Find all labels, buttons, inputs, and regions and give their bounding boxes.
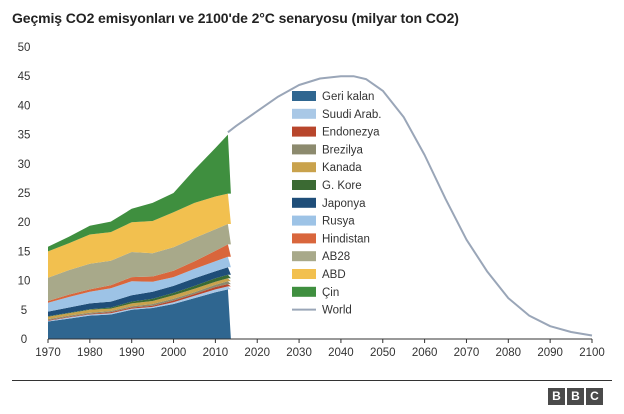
- area-geri-kalan: [48, 289, 231, 339]
- legend-swatch: [292, 286, 316, 297]
- legend-item-kanada: Kanada: [292, 162, 362, 174]
- legend: Geri kalan Suudi Arab. Endonezya Brezilya Ka…: [292, 91, 381, 317]
- x-tick-label: 2040: [328, 347, 354, 359]
- legend-label: Endonezya: [322, 127, 380, 139]
- x-axis-ticks: 1970 1980 1990 2000 2010 2020 2030 2040 2050 2060…: [35, 339, 605, 359]
- area-cin: [48, 134, 231, 252]
- legend-swatch: [292, 233, 316, 244]
- y-tick-label: 35: [18, 130, 31, 142]
- legend-label: Kanada: [322, 162, 362, 174]
- x-tick-label: 2080: [496, 347, 522, 359]
- legend-label: ABD: [322, 269, 346, 281]
- legend-swatch: [292, 162, 316, 173]
- bbc-logo-b2: B: [567, 388, 584, 405]
- y-tick-label: 25: [18, 188, 31, 200]
- legend-item-geri-kalan: Geri kalan: [292, 91, 374, 103]
- legend-swatch: [292, 197, 316, 208]
- legend-label: AB28: [322, 251, 350, 263]
- legend-swatch: [292, 91, 316, 101]
- legend-item-endonezya: Endonezya: [292, 126, 380, 139]
- legend-label: Çin: [322, 287, 339, 299]
- legend-item-brezilya: Brezilya: [292, 144, 364, 156]
- world-line-group: [227, 75, 593, 337]
- x-tick-label: 1980: [77, 347, 103, 359]
- emissions-chart: 0 5 10 15 20 25 30 35 40 45 50 1970 1980 1990 2000 201…: [18, 42, 605, 359]
- legend-swatch: [292, 180, 316, 190]
- legend-swatch: [292, 215, 316, 226]
- y-tick-label: 20: [18, 217, 31, 229]
- area-rusya: [48, 256, 231, 312]
- legend-item-ab28: AB28: [292, 251, 350, 263]
- legend-label: Rusya: [322, 216, 355, 228]
- bbc-logo-b1: B: [548, 388, 565, 405]
- area-kanada: [48, 278, 231, 320]
- x-tick-label: 2090: [537, 347, 563, 359]
- legend-swatch: [292, 144, 316, 155]
- stacked-areas: [48, 134, 231, 339]
- y-axis-ticks: 0 5 10 15 20 25 30 35 40 45 50: [18, 42, 31, 346]
- legend-item-g-kore: G. Kore: [292, 180, 362, 192]
- x-tick-label: 2020: [244, 347, 270, 359]
- legend-swatch: [292, 108, 316, 119]
- legend-swatch: [292, 251, 316, 262]
- legend-item-hindistan: Hindistan: [292, 233, 370, 245]
- y-tick-label: 15: [18, 246, 31, 258]
- legend-label: Brezilya: [322, 144, 364, 156]
- legend-item-abd: ABD: [292, 269, 346, 281]
- legend-swatch: [292, 126, 316, 137]
- y-tick-label: 40: [18, 100, 31, 112]
- x-tick-label: 2060: [412, 347, 438, 359]
- area-brezilya: [48, 281, 231, 321]
- y-tick-label: 5: [21, 305, 27, 317]
- legend-item-cin: Çin: [292, 286, 339, 299]
- area-suudi-arab: [48, 286, 231, 322]
- legend-label: Geri kalan: [322, 91, 374, 103]
- x-tick-label: 2000: [161, 347, 187, 359]
- legend-item-world: World: [292, 305, 352, 317]
- y-tick-label: 10: [18, 276, 31, 288]
- world-line: [227, 75, 593, 337]
- legend-label: Japonya: [322, 198, 366, 210]
- bbc-logo-c: C: [586, 388, 603, 405]
- legend-item-suudi-arab: Suudi Arab.: [292, 108, 381, 121]
- area-ab28: [48, 224, 231, 301]
- x-tick-label: 1970: [35, 347, 61, 359]
- area-japonya: [48, 267, 231, 317]
- x-tick-label: 1990: [119, 347, 145, 359]
- x-tick-label: 2070: [454, 347, 480, 359]
- legend-label: Hindistan: [322, 233, 370, 245]
- x-tick-label: 2010: [203, 347, 229, 359]
- y-tick-label: 50: [18, 42, 31, 54]
- x-tick-label: 2050: [370, 347, 396, 359]
- y-tick-label: 0: [21, 334, 27, 346]
- legend-item-rusya: Rusya: [292, 215, 355, 228]
- legend-label: Suudi Arab.: [322, 109, 381, 121]
- area-hindistan: [48, 244, 231, 303]
- legend-label: World: [322, 305, 352, 317]
- footer-divider: [12, 380, 612, 381]
- legend-label: G. Kore: [322, 180, 362, 192]
- y-tick-label: 45: [18, 71, 31, 83]
- bbc-logo: B B C: [548, 388, 603, 405]
- legend-item-japonya: Japonya: [292, 197, 366, 210]
- legend-swatch: [292, 269, 316, 279]
- y-tick-label: 30: [18, 159, 31, 171]
- x-tick-label: 2100: [579, 347, 605, 359]
- area-abd: [48, 193, 231, 278]
- chart-title: Geçmiş CO2 emisyonları ve 2100'de 2°C se…: [12, 10, 459, 26]
- x-tick-label: 2030: [286, 347, 312, 359]
